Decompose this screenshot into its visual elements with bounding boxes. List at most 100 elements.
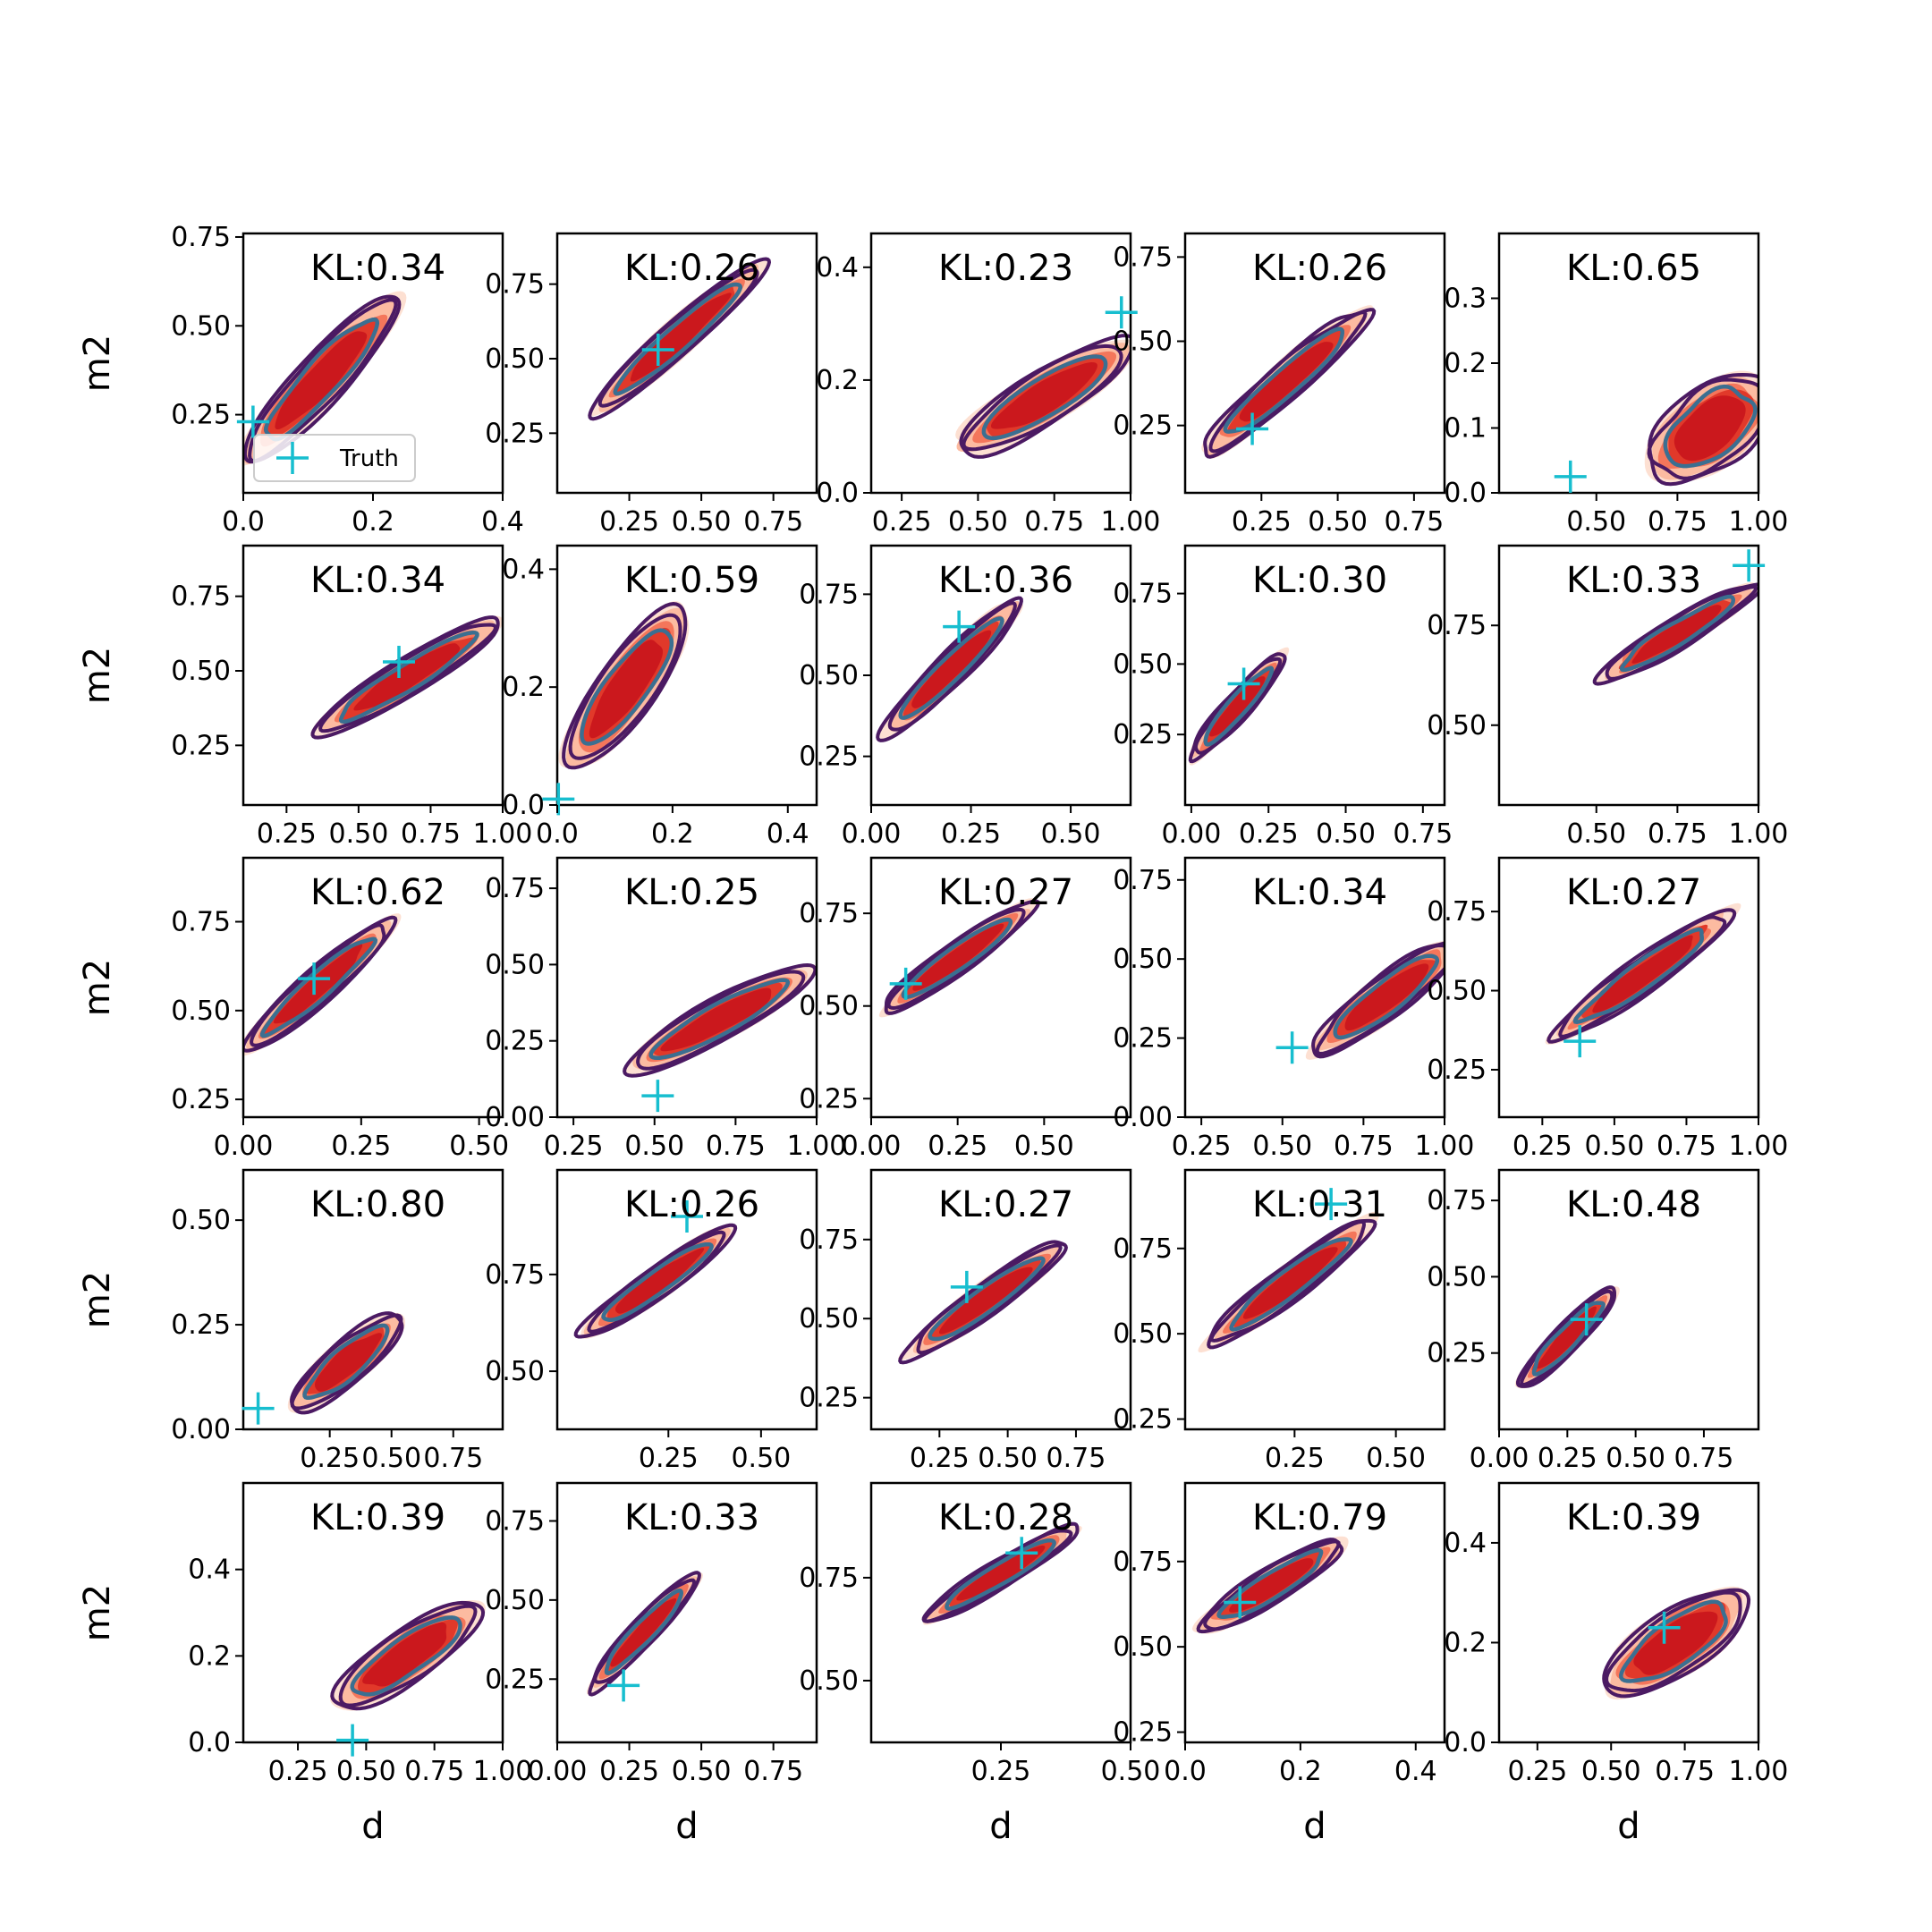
x-tick-label: 0.2	[352, 506, 394, 538]
y-tick-label: 0.75	[171, 581, 231, 613]
kl-annotation: KL:0.39	[1566, 1497, 1701, 1538]
outer-contour-2	[916, 1243, 1063, 1355]
y-tick-label: 0.75	[799, 1563, 859, 1594]
kl-annotation: KL:0.34	[310, 560, 445, 601]
kl-annotation: KL:0.65	[1566, 248, 1701, 289]
y-tick-label: 0.25	[1113, 1023, 1173, 1055]
panel-17-frame	[555, 1168, 818, 1431]
y-tick-label: 0.00	[485, 1102, 545, 1133]
truth-marker	[1554, 460, 1587, 493]
truth-marker	[1648, 1611, 1681, 1644]
panel-9: 0.00 0.25 0.50 0.75 0.25 0.50 0.75 KL:0.30	[1113, 544, 1453, 850]
density-level-5	[1592, 935, 1693, 1013]
x-tick-label: 0.50	[978, 1443, 1038, 1474]
x-tick-label: 0.25	[268, 1756, 328, 1787]
x-tick-label: 1.00	[1729, 506, 1789, 538]
inner-contour	[928, 1256, 1046, 1342]
x-tick-label: 0.25	[1538, 1443, 1597, 1474]
density-level-5	[610, 1597, 677, 1667]
panel-9-density	[1188, 647, 1290, 766]
x-axis-label: d	[675, 1806, 698, 1847]
x-axis-label: d	[1303, 1806, 1326, 1847]
kl-annotation: KL:0.48	[1566, 1184, 1701, 1225]
x-tick-label: 0.00	[528, 1756, 588, 1787]
y-tick-label: 0.4	[188, 1555, 231, 1586]
x-tick-label: 0.75	[1655, 1756, 1715, 1787]
y-tick-label: 0.75	[1113, 579, 1173, 610]
kl-annotation: KL:0.34	[310, 248, 445, 289]
y-tick-label: 0.50	[799, 991, 859, 1022]
density-level-5	[630, 292, 732, 382]
x-tick-label: 0.75	[1674, 1443, 1734, 1474]
panel-2: 0.25 0.50 0.75 0.25 0.50 0.75 KL:0.26	[485, 232, 818, 538]
panel-21-frame	[242, 1481, 504, 1744]
inner-contour	[1572, 927, 1704, 1024]
x-tick-label: 0.25	[1513, 1131, 1572, 1162]
panel-25-frame	[1497, 1481, 1760, 1744]
density-level-5	[911, 630, 992, 708]
kl-annotation: KL:0.26	[1252, 248, 1387, 289]
y-tick-label: 0.4	[1444, 1528, 1487, 1559]
truth-marker	[1236, 412, 1269, 445]
x-tick-label: 0.25	[910, 1443, 970, 1474]
x-tick-label: 0.50	[1606, 1443, 1665, 1474]
x-tick-label: 0.50	[1041, 818, 1101, 850]
y-tick-label: 0.25	[1113, 1717, 1173, 1749]
outer-contour-2	[1605, 1590, 1742, 1693]
outer-contour	[1203, 308, 1377, 459]
panel-4-density	[1201, 305, 1377, 459]
panel-12: 0.25 0.50 0.75 1.000.000.250.500.75 KL:0.25	[485, 856, 846, 1162]
legend-label: Truth	[339, 445, 399, 472]
truth-marker	[641, 334, 674, 366]
density-level-5	[1344, 963, 1429, 1031]
inner-contour	[580, 628, 674, 746]
kl-annotation: KL:0.27	[1566, 872, 1701, 913]
panel-7-density	[558, 601, 690, 770]
x-tick-label: 0.50	[449, 1131, 509, 1162]
outer-contour-2	[290, 1313, 403, 1411]
panel-2-frame	[555, 232, 818, 495]
truth-marker	[950, 1270, 983, 1303]
x-tick-label: 0.25	[300, 1443, 360, 1474]
y-tick-label: 0.75	[171, 907, 231, 938]
kl-annotation: KL:0.30	[1252, 560, 1387, 601]
outer-contour-2	[1315, 943, 1445, 1056]
panel-18-frame	[869, 1168, 1132, 1431]
x-axis-label: d	[361, 1806, 384, 1847]
y-tick-label: 0.25	[171, 1309, 231, 1341]
outer-contour-2	[1208, 310, 1368, 453]
panel-25-density	[1602, 1586, 1751, 1700]
kl-annotation: KL:0.79	[1252, 1497, 1387, 1538]
density-level-5	[912, 923, 1004, 991]
y-tick-label: 0.00	[171, 1414, 231, 1445]
x-tick-label: 0.50	[672, 506, 732, 538]
density-level-5	[1209, 676, 1266, 737]
panel-5-density	[1644, 370, 1758, 487]
x-tick-label: 0.0	[536, 818, 579, 850]
kl-annotation: KL:0.23	[938, 248, 1073, 289]
y-axis-label: m2	[77, 647, 118, 704]
y-tick-label: 0.50	[171, 996, 231, 1027]
y-tick-label: 0.25	[1427, 1338, 1487, 1369]
x-tick-label: 0.50	[1566, 818, 1626, 850]
panel-22-frame	[555, 1481, 818, 1744]
panel-15: 0.25 0.50 0.75 1.00 0.25 0.50 0.75 KL:0.27	[1427, 856, 1788, 1162]
panel-21: 0.25 0.50 0.75 1.00 0.0 0.2 0.4 KL:0.39 m2 d	[77, 1481, 532, 1847]
outer-contour	[1648, 372, 1758, 487]
y-tick-label: 0.2	[1444, 348, 1487, 379]
y-tick-label: 0.50	[1427, 1261, 1487, 1292]
x-tick-label: 0.75	[743, 1756, 803, 1787]
y-tick-label: 0.75	[799, 898, 859, 929]
y-tick-label: 0.00	[1113, 1102, 1173, 1133]
y-tick-label: 0.75	[1113, 865, 1173, 896]
x-tick-label: 0.50	[1581, 1756, 1641, 1787]
outer-contour-2	[887, 601, 1017, 732]
kl-annotation: KL:0.36	[938, 560, 1073, 601]
y-tick-label: 0.50	[1113, 1318, 1173, 1350]
y-tick-label: 0.75	[485, 269, 545, 301]
density-level-5	[1242, 1247, 1338, 1319]
x-tick-label: 0.25	[928, 1131, 987, 1162]
panel-3-frame	[869, 232, 1132, 495]
inner-contour	[648, 978, 791, 1061]
